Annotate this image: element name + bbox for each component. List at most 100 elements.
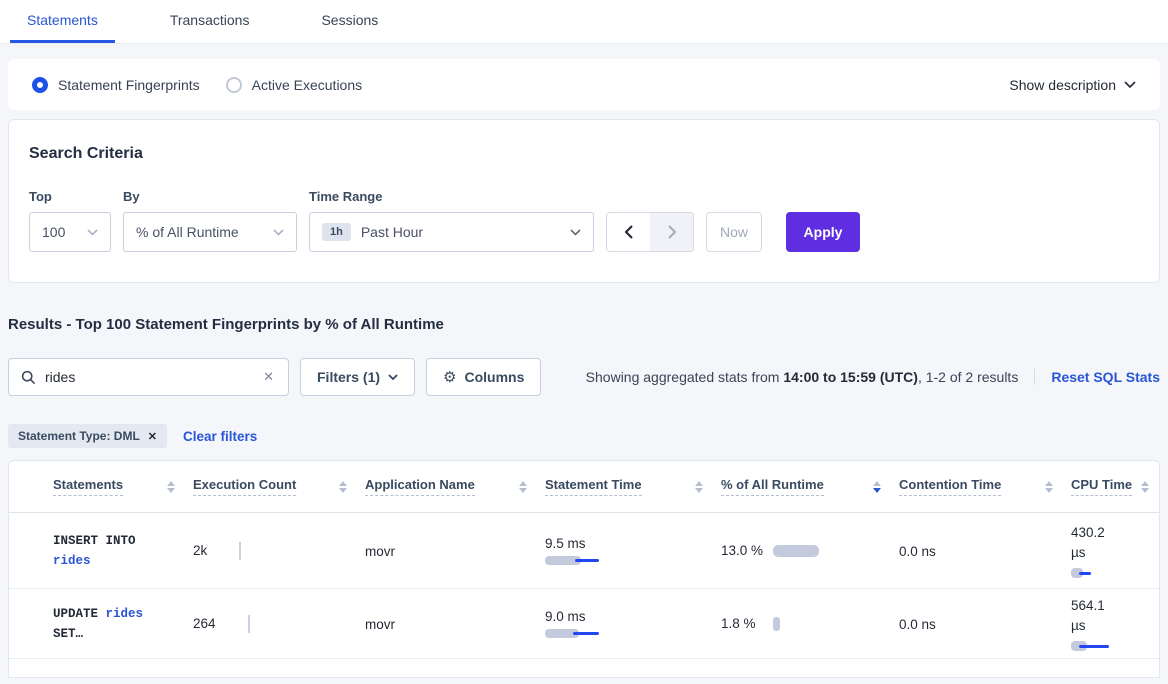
table-header-row: Statements Execution Count Application N… — [9, 461, 1159, 513]
by-group: By % of All Runtime — [123, 189, 309, 252]
sort-icon — [1141, 480, 1149, 493]
chip-label: Statement Type: DML — [18, 429, 140, 443]
columns-label: Columns — [464, 369, 525, 385]
results-heading: Results - Top 100 Statement Fingerprints… — [8, 316, 444, 333]
execution-count-cell: 2k — [193, 541, 365, 560]
column-label: Contention Time — [899, 477, 1002, 496]
column-header-cpu-time[interactable]: CPU Time — [1071, 477, 1159, 496]
tab-statements[interactable]: Statements — [10, 12, 115, 43]
column-header-application-name[interactable]: Application Name — [365, 477, 545, 496]
chevron-down-icon — [570, 228, 581, 236]
by-select[interactable]: % of All Runtime — [123, 212, 297, 252]
statement-time-bar — [545, 629, 721, 638]
filter-chips-row: Statement Type: DML ✕ Clear filters — [8, 424, 1160, 448]
time-range-label: Time Range — [309, 189, 383, 204]
column-header-pct-of-all-runtime[interactable]: % of All Runtime — [721, 477, 899, 496]
cpu-time-bar — [1071, 641, 1159, 651]
view-toggle-panel: Statement Fingerprints Active Executions… — [8, 59, 1160, 110]
statement-link[interactable]: rides — [105, 606, 144, 621]
sort-icon — [695, 480, 703, 493]
pct-runtime-bar — [773, 544, 819, 557]
statement-search-box: ✕ — [8, 358, 289, 396]
filters-button[interactable]: Filters (1) — [300, 358, 416, 396]
execution-count-value: 264 — [193, 616, 216, 631]
statement-time-cell: 9.5 ms — [545, 536, 721, 565]
application-name-value: movr — [365, 616, 395, 632]
radio-label: Active Executions — [251, 76, 363, 93]
radio-selected-icon — [32, 76, 48, 93]
clear-search-icon[interactable]: ✕ — [263, 369, 274, 384]
next-time-button[interactable] — [650, 213, 693, 251]
sql-text: UPDATE — [53, 606, 106, 621]
top-select[interactable]: 100 — [29, 212, 111, 252]
results-controls-row: ✕ Filters (1) ⚙ Columns Showing aggregat… — [8, 358, 1160, 396]
column-label: Statement Time — [545, 477, 642, 496]
time-range-select[interactable]: 1h Past Hour — [309, 212, 594, 252]
top-select-value: 100 — [42, 224, 66, 240]
statement-time-cell: 9.0 ms — [545, 609, 721, 638]
execution-count-cell: 264 — [193, 614, 365, 633]
time-nav-arrows — [606, 212, 694, 252]
cpu-time-cell: 430.2 µs — [1071, 523, 1159, 578]
column-header-statements[interactable]: Statements — [9, 477, 193, 496]
cpu-time-value: 564.1 µs — [1071, 598, 1105, 633]
column-label: Application Name — [365, 477, 475, 496]
search-input[interactable] — [45, 369, 262, 385]
sql-text: SET… — [53, 626, 84, 641]
radio-unselected-icon — [225, 76, 242, 93]
show-description-toggle[interactable]: Show description — [1009, 77, 1136, 93]
gear-icon: ⚙ — [443, 369, 457, 386]
top-label: Top — [29, 189, 52, 204]
columns-button[interactable]: ⚙ Columns — [426, 358, 542, 396]
table-row: UPDATE rides SET… 264 movr 9.0 ms 1.8 % … — [9, 589, 1159, 659]
contention-time-cell: 0.0 ns — [899, 616, 1071, 632]
time-range-group: Time Range 1h Past Hour — [309, 189, 594, 252]
sort-icon — [167, 480, 175, 493]
tab-sessions[interactable]: Sessions — [321, 12, 379, 28]
prev-time-button[interactable] — [607, 213, 650, 251]
search-icon — [21, 370, 36, 384]
sort-icon — [339, 480, 347, 493]
column-header-contention-time[interactable]: Contention Time — [899, 477, 1071, 496]
stats-prefix: Showing aggregated stats from — [585, 369, 784, 385]
radio-active-executions[interactable]: Active Executions — [225, 76, 363, 93]
pct-runtime-cell: 13.0 % — [721, 541, 899, 561]
chevron-down-icon — [273, 228, 284, 236]
chevron-right-icon — [667, 225, 676, 239]
statement-cell: UPDATE rides SET… — [9, 604, 193, 644]
apply-button[interactable]: Apply — [786, 212, 860, 252]
pct-runtime-cell: 1.8 % — [721, 614, 899, 634]
chevron-left-icon — [624, 225, 633, 239]
column-header-execution-count[interactable]: Execution Count — [193, 477, 365, 496]
statement-time-value: 9.0 ms — [545, 609, 586, 624]
by-select-value: % of All Runtime — [136, 224, 239, 240]
radio-statement-fingerprints[interactable]: Statement Fingerprints — [32, 76, 200, 93]
statement-link[interactable]: rides — [53, 553, 91, 568]
filters-label: Filters (1) — [317, 369, 381, 385]
pct-runtime-value: 13.0 % — [721, 542, 764, 558]
tab-transactions[interactable]: Transactions — [169, 12, 250, 28]
radio-label: Statement Fingerprints — [58, 76, 200, 93]
clear-filters-link[interactable]: Clear filters — [183, 428, 258, 444]
search-criteria-form: Top 100 By % of All Runtime Time Range 1… — [29, 189, 1139, 252]
column-label: CPU Time — [1071, 477, 1133, 496]
chevron-down-icon — [1124, 81, 1136, 88]
contention-time-cell: 0.0 ns — [899, 543, 1071, 559]
sort-icon — [1045, 480, 1053, 493]
by-label: By — [123, 189, 140, 204]
pct-runtime-bar — [773, 616, 780, 631]
reset-sql-stats-link[interactable]: Reset SQL Stats — [1034, 369, 1160, 385]
statement-time-value: 9.5 ms — [545, 536, 586, 551]
execution-count-value: 2k — [193, 543, 208, 558]
column-label: Execution Count — [193, 477, 297, 496]
execution-count-bar — [247, 614, 250, 633]
application-name-value: movr — [365, 543, 395, 559]
statements-table: Statements Execution Count Application N… — [8, 460, 1160, 678]
remove-chip-icon[interactable]: ✕ — [147, 430, 158, 443]
statement-cell: INSERT INTO rides — [9, 531, 193, 571]
now-button[interactable]: Now — [706, 212, 762, 252]
column-label: % of All Runtime — [721, 477, 824, 496]
column-label: Statements — [53, 477, 124, 496]
search-criteria-title: Search Criteria — [29, 145, 143, 162]
column-header-statement-time[interactable]: Statement Time — [545, 477, 721, 496]
